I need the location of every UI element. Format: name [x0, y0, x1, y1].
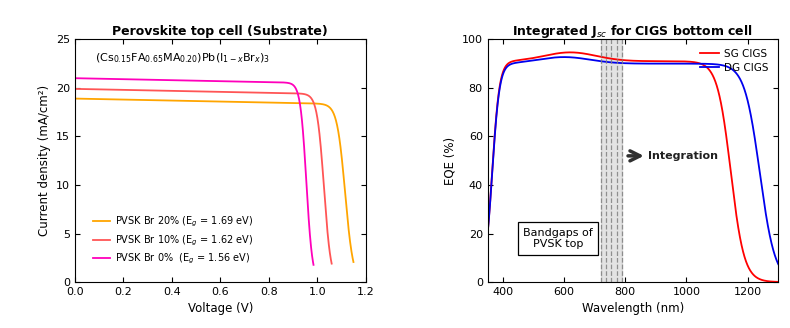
Text: Integration: Integration: [648, 151, 718, 161]
Text: Bandgaps of
PVSK top: Bandgaps of PVSK top: [523, 228, 592, 249]
SG CIGS: [771, 280, 781, 284]
DG CIGS: [559, 55, 569, 59]
Legend: SG CIGS, DG CIGS: SG CIGS, DG CIGS: [696, 45, 773, 77]
DG CIGS: [514, 60, 523, 64]
Y-axis label: Current density (mA/cm²): Current density (mA/cm²): [37, 85, 51, 236]
Text: (Cs$_{0.15}$FA$_{0.65}$MA$_{0.20}$)Pb(I$_{1-x}$Br$_{x}$)$_3$: (Cs$_{0.15}$FA$_{0.65}$MA$_{0.20}$)Pb(I$…: [96, 51, 270, 65]
Line: SG CIGS: SG CIGS: [484, 52, 781, 282]
SG CIGS: [531, 55, 540, 59]
Legend: PVSK Br 20% (E$_g$ = 1.69 eV), PVSK Br 10% (E$_g$ = 1.62 eV), PVSK Br 0%  (E$_g$: PVSK Br 20% (E$_g$ = 1.69 eV), PVSK Br 1…: [88, 211, 257, 270]
DG CIGS: [593, 59, 603, 63]
SG CIGS: [739, 251, 748, 255]
Y-axis label: EQE (%): EQE (%): [443, 137, 456, 185]
DG CIGS: [739, 85, 748, 89]
DG CIGS: [777, 268, 786, 272]
DG CIGS: [531, 58, 540, 62]
X-axis label: Voltage (V): Voltage (V): [188, 302, 253, 316]
X-axis label: Wavelength (nm): Wavelength (nm): [581, 302, 684, 316]
SG CIGS: [480, 256, 489, 259]
SG CIGS: [777, 280, 786, 284]
SG CIGS: [514, 58, 523, 62]
SG CIGS: [593, 54, 603, 58]
DG CIGS: [771, 255, 781, 259]
DG CIGS: [607, 60, 616, 64]
Line: DG CIGS: DG CIGS: [484, 57, 781, 270]
Bar: [600, 39, 623, 282]
DG CIGS: [480, 256, 489, 260]
Title: Integrated J$_{sc}$ for CIGS bottom cell: Integrated J$_{sc}$ for CIGS bottom cell: [513, 23, 754, 40]
SG CIGS: [566, 51, 575, 54]
SG CIGS: [607, 57, 616, 61]
Title: Perovskite top cell (Substrate): Perovskite top cell (Substrate): [112, 25, 328, 38]
